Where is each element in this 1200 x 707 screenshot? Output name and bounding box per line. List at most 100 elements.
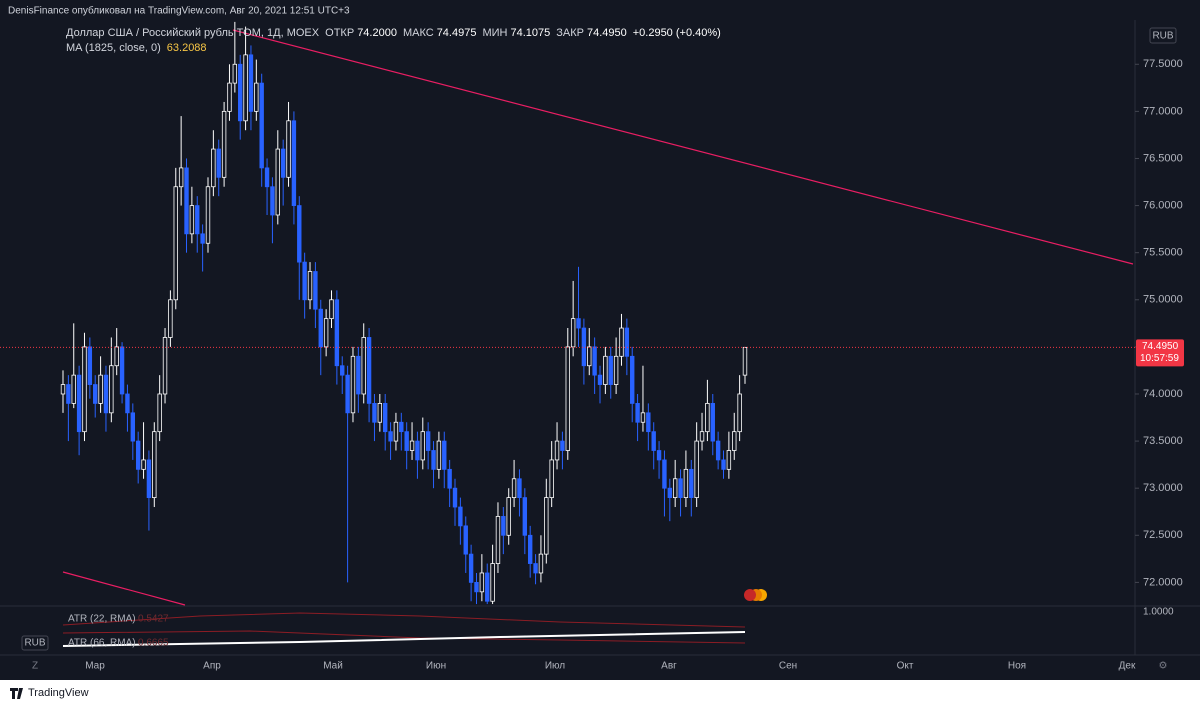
logo bbox=[10, 688, 23, 699]
candle-body bbox=[103, 374, 109, 414]
candle-body bbox=[474, 581, 479, 593]
candle-body bbox=[329, 299, 334, 320]
candle-body bbox=[527, 534, 533, 564]
candle-body bbox=[382, 403, 388, 433]
background bbox=[0, 0, 1200, 680]
zoom-button[interactable]: Z bbox=[32, 661, 38, 672]
candle-body bbox=[178, 167, 184, 188]
candle-body bbox=[721, 459, 726, 470]
candle-body bbox=[506, 497, 511, 536]
indicator-value: 0.6665 bbox=[138, 638, 169, 649]
y-tick-label: 77.0000 bbox=[1143, 105, 1183, 117]
legend-value: 74.2000 bbox=[357, 27, 397, 39]
candle-body bbox=[587, 346, 592, 367]
legend-key: МАКС bbox=[402, 27, 434, 39]
candle-body bbox=[286, 120, 291, 178]
candle-body bbox=[431, 450, 436, 470]
legend-value: 74.4950 bbox=[586, 27, 627, 39]
candle-body bbox=[458, 506, 463, 527]
candle-body bbox=[436, 440, 442, 470]
candle-body bbox=[640, 412, 646, 423]
candle-body bbox=[538, 553, 544, 574]
candle-body bbox=[93, 384, 98, 404]
candle-body bbox=[501, 516, 506, 536]
settings-button[interactable]: ⚙ bbox=[1159, 661, 1168, 672]
candle-body bbox=[678, 478, 683, 499]
symbol-title: Доллар США / Российский рубль TOM, 1Д, M… bbox=[66, 27, 320, 39]
x-tick-label: Окт bbox=[897, 661, 914, 672]
candle-body bbox=[710, 403, 715, 442]
candle-body bbox=[76, 374, 82, 433]
y-tick-label: 72.0000 bbox=[1143, 576, 1183, 588]
candle-body bbox=[114, 346, 119, 367]
atr-line bbox=[62, 631, 746, 647]
indicator-value: 0.5427 bbox=[138, 614, 169, 625]
indicator-name: ATR (22, RMA) bbox=[68, 614, 136, 625]
candle-body bbox=[254, 82, 259, 112]
legend-value: 74.4975 bbox=[436, 27, 477, 39]
candle-body bbox=[565, 346, 570, 451]
candle-body bbox=[195, 205, 200, 235]
candle-body bbox=[162, 337, 168, 395]
candle-body bbox=[366, 337, 372, 404]
candle-body bbox=[415, 440, 420, 461]
candle-body bbox=[742, 346, 748, 376]
footer-bar bbox=[0, 680, 1200, 707]
candle-body bbox=[264, 167, 270, 188]
candle-body bbox=[592, 346, 597, 376]
y-tick-label: 76.0000 bbox=[1143, 199, 1183, 211]
candle-body bbox=[109, 365, 114, 414]
y-tick-label: 75.0000 bbox=[1143, 294, 1183, 306]
y-tick-label: 73.0000 bbox=[1143, 482, 1183, 494]
legend: Доллар США / Российский рубль TOM, 1Д, M… bbox=[66, 27, 724, 39]
candle-body bbox=[613, 355, 619, 385]
x-tick-label: Апр bbox=[203, 661, 221, 672]
event-icons bbox=[744, 589, 767, 601]
candle-body bbox=[323, 318, 329, 348]
candle-body bbox=[517, 478, 522, 499]
ma-value: 63.2088 bbox=[166, 42, 207, 54]
candle-body bbox=[216, 148, 221, 178]
header: DenisFinance опубликовал на TradingView.… bbox=[8, 5, 350, 17]
candle-body bbox=[200, 233, 205, 244]
y-tick-label: 75.5000 bbox=[1143, 247, 1183, 259]
footer: TradingView bbox=[28, 687, 89, 699]
candle-body bbox=[485, 572, 490, 602]
legend-value: 74.1075 bbox=[510, 27, 551, 39]
candle-body bbox=[635, 403, 640, 423]
candle-body bbox=[619, 327, 624, 357]
candle-body bbox=[307, 271, 313, 301]
x-tick-label: Май bbox=[323, 661, 343, 672]
candle-body bbox=[683, 468, 689, 499]
candle-body bbox=[646, 412, 651, 433]
candle-body bbox=[350, 355, 356, 414]
candle-body bbox=[227, 82, 232, 112]
candle-body bbox=[732, 431, 737, 451]
currency: RUB bbox=[1152, 31, 1173, 42]
atr-line bbox=[62, 612, 746, 628]
candle-body bbox=[205, 186, 211, 244]
candle-body bbox=[495, 516, 501, 564]
countdown: 10:57:59 bbox=[1140, 353, 1179, 364]
pane-tick: 1.0000 bbox=[1143, 607, 1174, 618]
candle-body bbox=[259, 82, 264, 169]
trendline bbox=[62, 571, 186, 606]
candle-body bbox=[238, 63, 243, 122]
candle-body bbox=[302, 261, 307, 301]
x-tick-label: Ноя bbox=[1008, 661, 1026, 672]
candle-body bbox=[232, 63, 238, 84]
x-tick-label: Мар bbox=[85, 661, 105, 672]
candle-body bbox=[656, 450, 662, 461]
candles bbox=[60, 21, 748, 605]
candle-body bbox=[275, 148, 280, 216]
candle-body bbox=[737, 393, 742, 433]
ma-label: MA (1825, close, 0) bbox=[66, 42, 161, 54]
candle-body bbox=[270, 186, 275, 216]
currency-box bbox=[1149, 27, 1177, 44]
candle-body bbox=[157, 393, 162, 433]
candle-body bbox=[630, 355, 635, 404]
candle-body bbox=[420, 431, 425, 461]
candle-body bbox=[361, 337, 366, 395]
candle-body bbox=[468, 553, 474, 583]
